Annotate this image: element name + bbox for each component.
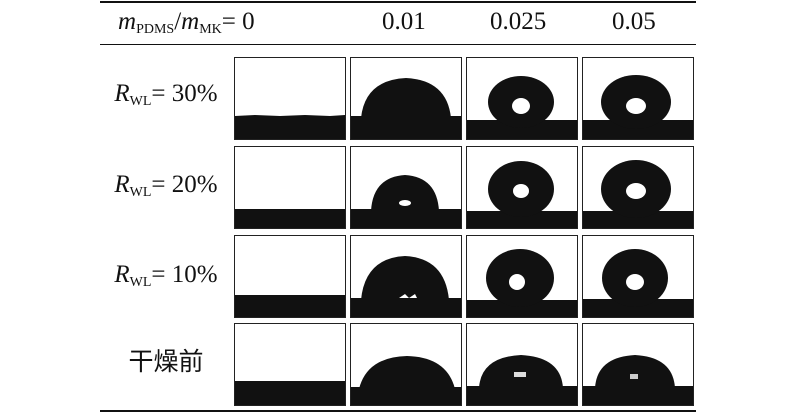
table-bottom-rule — [100, 410, 696, 412]
table-top-rule — [100, 1, 696, 3]
droplet-image-r10-001 — [350, 235, 462, 318]
droplet-image-r30-001 — [350, 57, 462, 140]
droplet-image-r30-0025 — [466, 57, 578, 140]
droplet-image-r20-005 — [582, 146, 694, 229]
droplet-image-before-0025 — [466, 323, 578, 406]
droplet-image-before-0 — [234, 323, 346, 406]
row-label-rwl-20: RWL= 20% — [114, 171, 218, 200]
droplet-image-r20-0025 — [466, 146, 578, 229]
droplet-image-r10-0 — [234, 235, 346, 318]
row-label-before-drying: 干燥前 — [128, 347, 204, 376]
droplet-image-r20-0 — [234, 146, 346, 229]
header-col-0-01: 0.01 — [382, 8, 426, 35]
droplet-image-before-005 — [582, 323, 694, 406]
row-label-rwl-10: RWL= 10% — [114, 261, 218, 290]
header-col-0-05: 0.05 — [612, 8, 656, 35]
table-header-rule — [100, 44, 696, 45]
droplet-image-r10-005 — [582, 235, 694, 318]
droplet-image-r10-0025 — [466, 235, 578, 318]
header-mass-ratio: mPDMS/mMK= 0 — [118, 8, 255, 37]
row-label-rwl-30: RWL= 30% — [114, 80, 218, 109]
droplet-image-before-001 — [350, 323, 462, 406]
droplet-image-r30-005 — [582, 57, 694, 140]
header-col-0-025: 0.025 — [490, 8, 547, 35]
droplet-image-r20-001 — [350, 146, 462, 229]
droplet-image-r30-0 — [234, 57, 346, 140]
